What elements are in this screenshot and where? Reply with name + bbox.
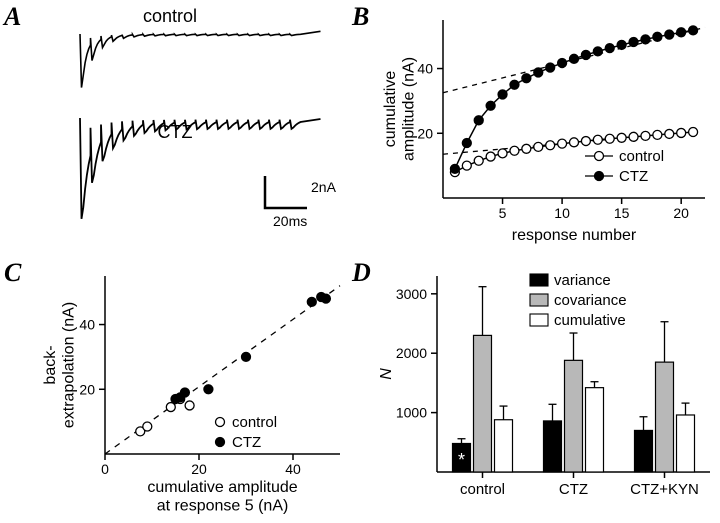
panel-c-chart: 0 20 40 20 40 cumulative amplitudeat response… [30, 262, 360, 520]
panel-a-traces: control CTZ 2nA 20ms [40, 8, 345, 248]
trace-control-label: control [143, 6, 197, 26]
svg-text:40: 40 [285, 461, 301, 477]
svg-text:40: 40 [79, 317, 95, 333]
panel-b-chart: 5 10 15 20 20 40 response number cumulativeampl… [375, 8, 715, 256]
legend-d: cumulative [554, 312, 626, 329]
svg-text:1000: 1000 [396, 405, 427, 421]
panel-d-ylabel: N [378, 368, 395, 380]
trace-ctz [80, 118, 321, 219]
bar [544, 421, 562, 472]
panel-b-xlabel: response number [512, 227, 637, 244]
legend-c-ctz: CTZ [232, 434, 261, 451]
legend-d: covariance [554, 292, 627, 309]
legend-c-control: control [232, 414, 277, 431]
scale-x-label: 20ms [273, 213, 307, 229]
trace-control [80, 31, 321, 87]
svg-text:10: 10 [554, 205, 570, 221]
group-label: CTZ+KYN [630, 481, 699, 498]
scale-y-label: 2nA [311, 179, 337, 195]
svg-text:40: 40 [417, 61, 433, 77]
svg-text:2000: 2000 [396, 345, 427, 361]
legend-ctz: CTZ [619, 168, 648, 185]
scale-bar [265, 176, 307, 208]
svg-text:15: 15 [614, 205, 630, 221]
panel-c-xlabel: cumulative amplitudeat response 5 (nA) [147, 479, 297, 514]
svg-text:20: 20 [79, 381, 95, 397]
legend-d: variance [554, 272, 611, 289]
svg-text:20: 20 [417, 125, 433, 141]
panel-d-chart: 1000 2000 3000 N * control CTZ CTZ+KYN variance c… [375, 262, 715, 520]
bar [635, 430, 653, 472]
group-label: control [460, 481, 505, 498]
svg-text:3000: 3000 [396, 286, 427, 302]
bar [677, 415, 695, 472]
svg-text:5: 5 [499, 205, 507, 221]
panel-b-ylabel: cumulativeamplitude (nA) [382, 57, 417, 161]
legend-control: control [619, 148, 664, 165]
bar [656, 362, 674, 472]
bar [586, 388, 604, 472]
bar [474, 335, 492, 472]
svg-text:20: 20 [191, 461, 207, 477]
bar [565, 360, 583, 472]
panel-label-c: C [4, 258, 21, 288]
group-label: CTZ [559, 481, 588, 498]
panel-label-b: B [352, 2, 369, 32]
svg-text:20: 20 [673, 205, 689, 221]
panel-c-ylabel: back-extrapolation (nA) [42, 302, 77, 428]
bar [495, 420, 513, 472]
trace-ctz-label: CTZ [158, 122, 193, 142]
sig-star: * [458, 450, 465, 470]
svg-text:0: 0 [101, 461, 109, 477]
panel-label-a: A [4, 2, 21, 32]
